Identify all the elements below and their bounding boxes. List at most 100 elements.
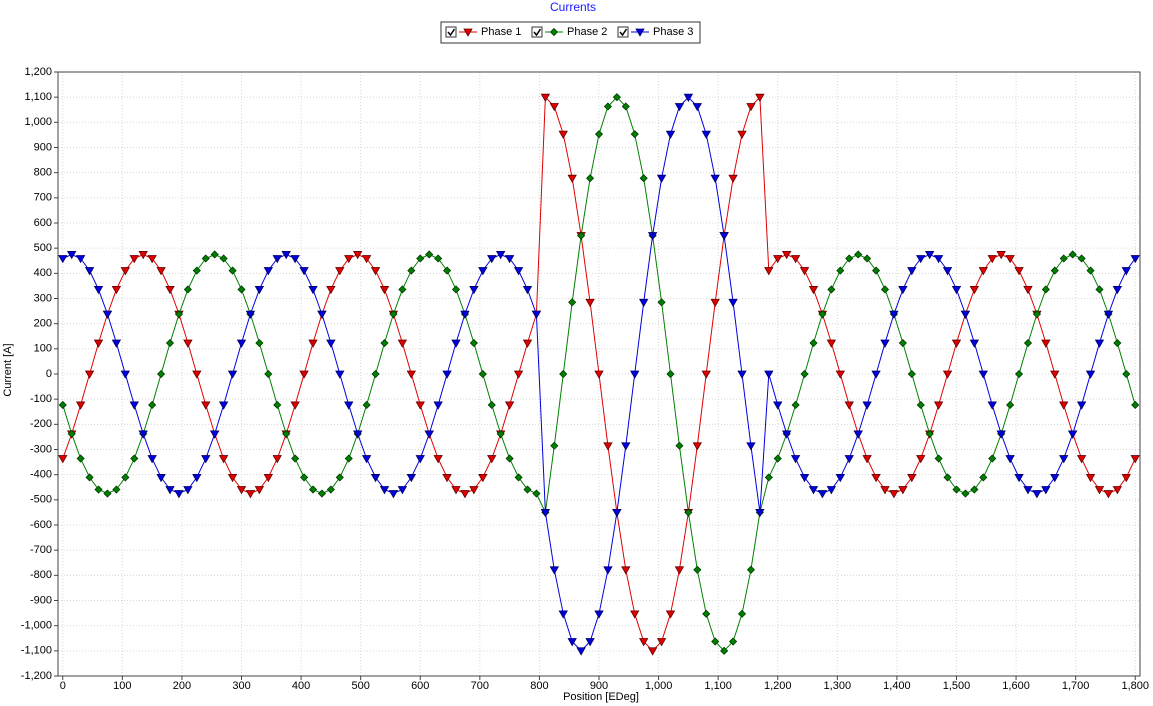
- marker: [1014, 267, 1024, 276]
- marker: [120, 267, 131, 276]
- marker: [764, 473, 773, 482]
- marker: [370, 474, 381, 483]
- marker: [1050, 474, 1060, 483]
- marker: [943, 473, 952, 482]
- marker: [942, 370, 953, 379]
- marker: [201, 455, 211, 464]
- y-tick-label: 500: [34, 242, 52, 254]
- marker: [460, 310, 470, 319]
- marker: [1041, 285, 1050, 294]
- marker: [210, 250, 219, 259]
- legend-item[interactable]: Phase 3: [617, 26, 693, 38]
- marker: [148, 400, 157, 410]
- marker: [1014, 369, 1024, 379]
- marker: [245, 490, 256, 499]
- marker: [665, 130, 676, 139]
- marker: [1050, 370, 1060, 379]
- marker: [388, 490, 399, 499]
- marker: [755, 509, 765, 518]
- marker: [818, 310, 827, 319]
- x-tick-label: 100: [113, 680, 131, 692]
- marker: [1130, 255, 1140, 264]
- marker: [898, 338, 907, 348]
- marker: [504, 401, 515, 410]
- marker: [630, 610, 640, 619]
- marker: [1041, 486, 1051, 495]
- marker: [1121, 474, 1131, 483]
- marker: [272, 255, 282, 264]
- marker: [442, 370, 452, 379]
- x-tick-label: 0: [60, 680, 66, 692]
- marker: [969, 339, 980, 348]
- legend-checkbox[interactable]: [445, 26, 457, 38]
- marker: [550, 441, 559, 450]
- marker: [326, 286, 336, 295]
- marker: [93, 339, 104, 348]
- marker: [407, 266, 416, 275]
- marker: [254, 286, 265, 295]
- marker: [1113, 338, 1122, 348]
- marker: [647, 232, 658, 241]
- marker: [568, 298, 577, 307]
- marker: [701, 130, 711, 139]
- marker: [442, 474, 452, 483]
- marker: [567, 638, 577, 647]
- marker: [1023, 338, 1033, 348]
- marker: [1059, 455, 1069, 464]
- marker: [75, 401, 86, 410]
- marker: [290, 255, 300, 264]
- legend-item[interactable]: Phase 2: [531, 26, 607, 38]
- marker: [647, 647, 658, 656]
- marker: [397, 339, 408, 348]
- marker: [844, 401, 854, 410]
- marker: [111, 339, 122, 348]
- marker: [558, 610, 568, 619]
- marker: [75, 255, 86, 264]
- marker: [933, 401, 944, 410]
- marker: [273, 400, 282, 410]
- x-tick-label: 1,500: [943, 680, 971, 692]
- y-tick-label: -600: [30, 519, 52, 531]
- marker: [710, 298, 720, 308]
- marker: [317, 310, 327, 319]
- marker: [84, 370, 95, 379]
- marker: [1023, 486, 1033, 495]
- marker: [934, 454, 943, 463]
- legend-checkbox[interactable]: [617, 26, 629, 38]
- marker: [361, 255, 372, 264]
- marker: [398, 285, 407, 294]
- marker: [746, 565, 755, 574]
- marker: [415, 401, 425, 410]
- marker: [514, 473, 523, 482]
- marker: [558, 130, 568, 139]
- marker: [424, 430, 434, 439]
- marker: [1112, 486, 1123, 495]
- marker: [675, 441, 684, 450]
- marker: [639, 174, 648, 183]
- marker: [1032, 310, 1041, 319]
- marker: [299, 267, 309, 276]
- marker: [451, 285, 461, 294]
- legend-checkbox[interactable]: [531, 26, 543, 38]
- marker: [58, 400, 67, 410]
- marker: [532, 489, 541, 498]
- x-tick-label: 1,800: [1121, 680, 1149, 692]
- marker: [1095, 285, 1104, 294]
- marker: [666, 369, 675, 379]
- y-tick-label: -800: [30, 569, 52, 581]
- x-tick-label: 900: [590, 680, 608, 692]
- marker: [263, 474, 274, 483]
- marker: [996, 251, 1006, 260]
- marker: [245, 310, 256, 319]
- y-tick-label: 900: [34, 141, 52, 153]
- marker: [522, 286, 533, 295]
- marker: [817, 490, 828, 499]
- marker: [353, 251, 363, 260]
- marker: [603, 442, 613, 451]
- marker: [630, 370, 640, 379]
- marker: [728, 174, 738, 184]
- marker: [478, 369, 487, 379]
- marker: [799, 474, 810, 483]
- legend-item[interactable]: Phase 1: [445, 26, 521, 38]
- x-tick-label: 700: [471, 680, 489, 692]
